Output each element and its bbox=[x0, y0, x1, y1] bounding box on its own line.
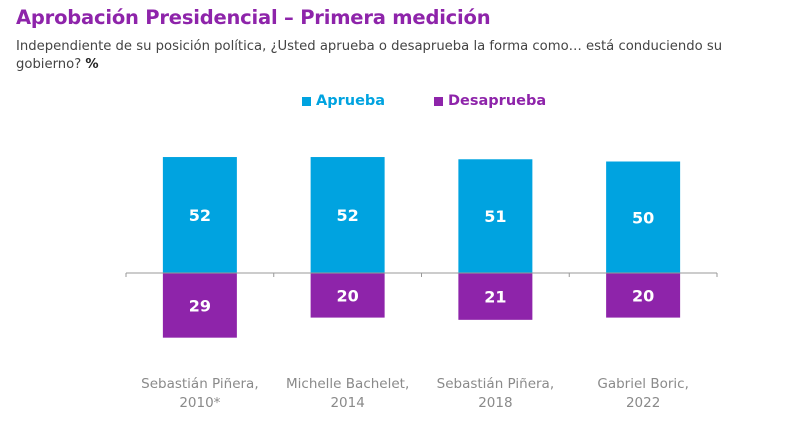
bar-desaprueba-1 bbox=[310, 273, 385, 318]
subtitle-unit: % bbox=[85, 57, 99, 72]
category-label-2-line-0: Sebastián Piñera, bbox=[437, 376, 555, 392]
chart-title: Aprobación Presidencial – Primera medici… bbox=[16, 6, 491, 29]
legend-label-desaprueba: Desaprueba bbox=[448, 93, 547, 109]
legend-swatch-aprueba bbox=[302, 96, 311, 106]
data-label-aprueba-1: 52 bbox=[336, 206, 358, 225]
data-label-desaprueba-1: 20 bbox=[336, 286, 358, 305]
data-label-aprueba-0: 52 bbox=[189, 206, 211, 225]
legend-item-aprueba: Aprueba bbox=[302, 93, 385, 109]
data-label-aprueba-2: 51 bbox=[484, 207, 506, 226]
bar-aprueba-3 bbox=[606, 161, 681, 273]
data-label-desaprueba-3: 20 bbox=[632, 286, 654, 305]
legend-item-desaprueba: Desaprueba bbox=[434, 93, 546, 109]
data-label-desaprueba-0: 29 bbox=[189, 296, 211, 315]
category-label-2-line-1: 2018 bbox=[478, 395, 512, 411]
category-label-0-line-1: 2010* bbox=[179, 395, 220, 411]
subtitle-text: Independiente de su posición política, ¿… bbox=[16, 39, 723, 72]
legend-label-aprueba: Aprueba bbox=[316, 93, 386, 109]
data-label-desaprueba-2: 21 bbox=[484, 287, 506, 306]
chart-subtitle: Independiente de su posición política, ¿… bbox=[16, 38, 756, 74]
category-label-3-line-0: Gabriel Boric, bbox=[597, 376, 689, 392]
category-label-3-line-1: 2022 bbox=[626, 395, 660, 411]
bar-desaprueba-0 bbox=[162, 273, 237, 338]
category-label-1-line-1: 2014 bbox=[330, 395, 364, 411]
bar-desaprueba-2 bbox=[458, 273, 533, 320]
bar-aprueba-2 bbox=[458, 159, 533, 273]
category-label-0-line-0: Sebastián Piñera, bbox=[141, 376, 259, 392]
category-label-1-line-0: Michelle Bachelet, bbox=[286, 376, 409, 392]
bar-aprueba-1 bbox=[310, 157, 385, 273]
legend-swatch-desaprueba bbox=[434, 96, 443, 106]
bar-aprueba-0 bbox=[162, 157, 237, 273]
data-label-aprueba-3: 50 bbox=[632, 208, 654, 227]
bar-desaprueba-3 bbox=[606, 273, 681, 318]
